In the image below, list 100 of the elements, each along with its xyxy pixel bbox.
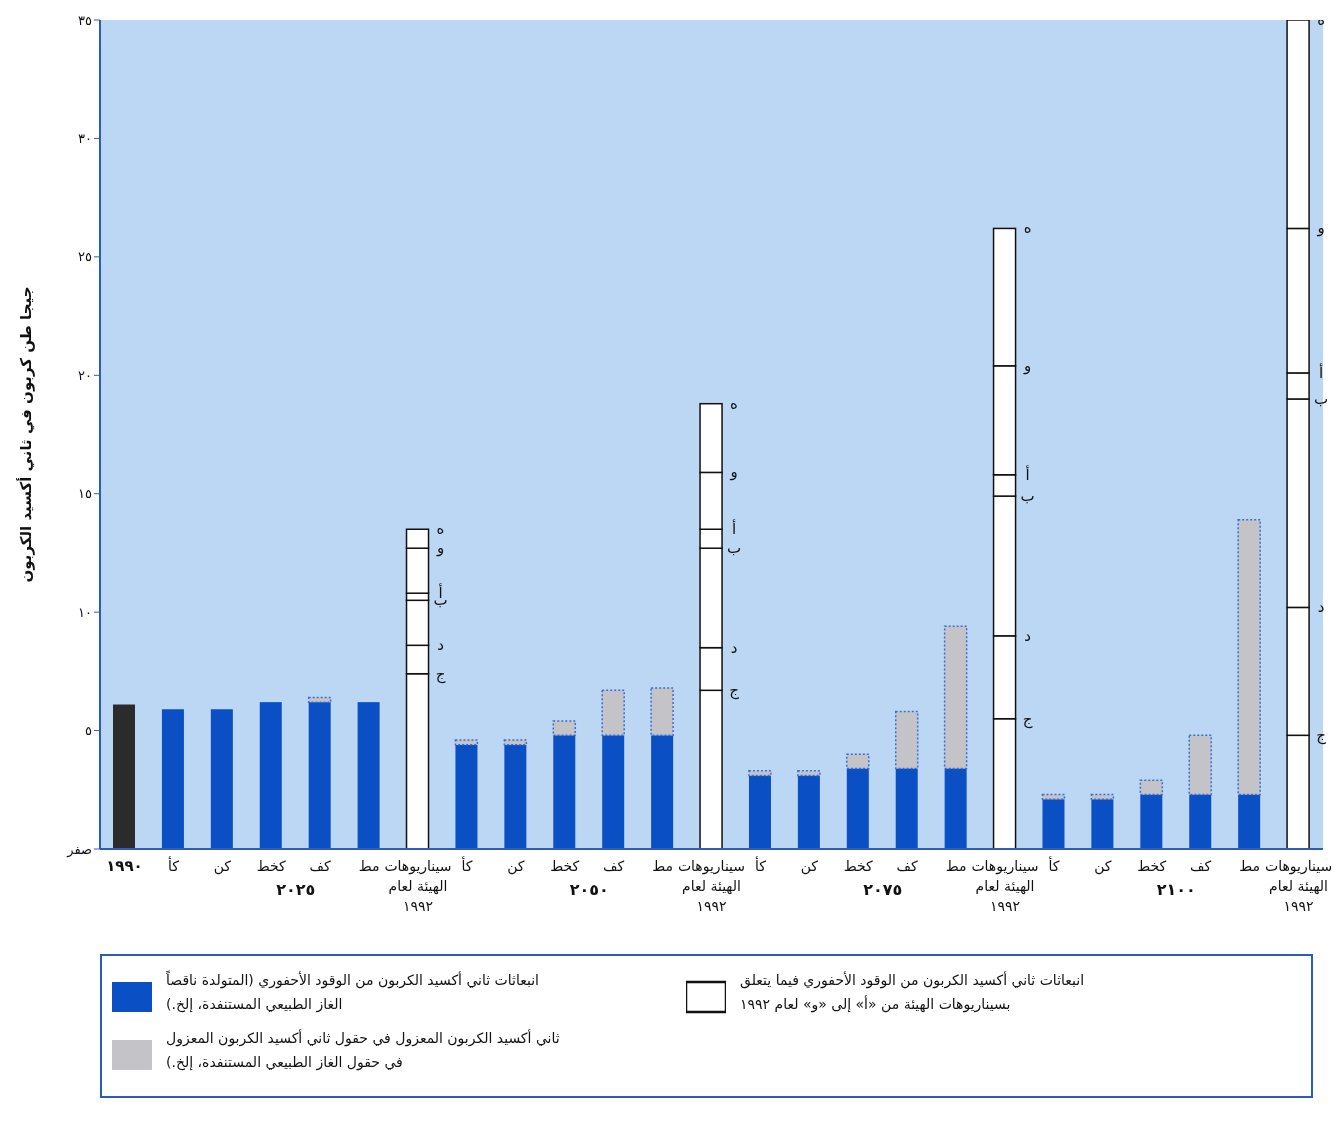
y-tick-label: ٣٥ [78, 12, 93, 28]
data-label: أ [1025, 464, 1030, 484]
y-axis-title: جيجا طن كربون في ثاني أكسيد الكربون [16, 286, 36, 583]
y-tick-label: ١٥ [78, 486, 93, 502]
x-tick-label: سيناريوهات الهيئة لعام ١٩٩٢ [384, 858, 452, 914]
bar [307, 696, 332, 703]
bar [454, 739, 479, 746]
data-label: ج [1022, 709, 1033, 729]
data-label: و [1316, 219, 1325, 238]
bar [797, 770, 821, 777]
x-tick-label: مط [1239, 858, 1261, 874]
data-label: ب [726, 539, 742, 558]
bar [895, 768, 918, 849]
data-label: ه [730, 394, 738, 413]
x-tick-label: كأ [461, 856, 473, 874]
x-tick-label: كن [213, 858, 232, 875]
bar [651, 735, 674, 849]
bar [1140, 794, 1163, 849]
x-tick-label: كأ [754, 856, 767, 874]
bar [601, 689, 625, 737]
x-tick-label: سيناريوهات الهيئة لعام ١٩٩٢ [677, 858, 746, 914]
bar [308, 702, 331, 849]
bar [210, 709, 233, 849]
data-label: و [435, 539, 445, 558]
bar [1139, 779, 1164, 796]
text: ٢٠٧٥ [863, 880, 903, 899]
bar [894, 710, 919, 770]
text: ٢٠٥٠ [569, 880, 609, 899]
bar [846, 753, 870, 770]
y-tick-label: ١٠ [78, 604, 92, 620]
bar [503, 739, 528, 746]
x-tick-label: كف [603, 858, 625, 874]
text: ٢١٠٠ [1156, 880, 1196, 899]
bar [259, 702, 282, 849]
bar [1091, 799, 1114, 849]
bar [846, 768, 869, 849]
x-tick-label: مط [358, 858, 380, 874]
x-tick-label: كخط [256, 858, 287, 874]
bar [944, 768, 967, 849]
bar [748, 775, 771, 849]
legend-label: انبعاثات ثاني أكسيد الكربون من الوقود الأحفوري فيما يتعلق بسيناريوهات الهيئة من «أ» إلى «و» لعام ١٩٩٢ [740, 970, 1086, 1015]
data-label: و [1022, 356, 1032, 375]
x-tick-label: كف [1190, 858, 1212, 874]
bar [1188, 734, 1212, 796]
x-tick-label: ١٩٩٠ [106, 857, 143, 875]
data-label: ه [1023, 219, 1032, 238]
data-label: أ [731, 519, 737, 539]
x-tick-label: كأ [1048, 856, 1060, 874]
bar [1042, 799, 1065, 849]
x-tick-label: كخط [550, 858, 580, 874]
bar [1238, 794, 1261, 849]
bar [553, 735, 576, 849]
bar [748, 770, 772, 777]
data-label: ب [1314, 389, 1329, 408]
bar [1041, 793, 1066, 801]
data-label: ه [436, 520, 445, 539]
data-label: د [437, 636, 444, 655]
data-label: أ [438, 583, 443, 603]
y-tick-label: ٢٥ [78, 249, 93, 265]
x-tick-label: كف [896, 858, 919, 874]
legend-label: ثاني أكسيد الكربون المعزول في حقول ثاني أكسيد الكربون المعزول في حقول الغاز الطبيعي المستنفدة، إلخ.) [166, 1028, 561, 1073]
x-tick-label: سيناريوهات الهيئة لعام ١٩٩٢ [971, 858, 1039, 914]
x-tick-label: مط [945, 858, 967, 874]
x-tick-label: كن [1094, 858, 1112, 875]
x-tick-label: كخط [1137, 858, 1167, 874]
data-label: ج [729, 681, 740, 701]
data-label: د [730, 638, 738, 657]
bar [504, 744, 527, 849]
data-label: و [729, 463, 738, 482]
x-tick-label: سيناريوهات الهيئة لعام ١٩٩٢ [1264, 858, 1333, 914]
x-tick-label: كن [800, 858, 819, 875]
text: ٢٠٢٥ [276, 880, 316, 899]
bar [161, 709, 184, 849]
y-tick-label: صفر [66, 841, 92, 858]
data-label: ج [435, 664, 446, 684]
bar [1237, 519, 1261, 796]
bar [357, 702, 380, 849]
bar [552, 720, 577, 737]
y-tick-label: ٣٠ [78, 131, 92, 147]
data-label: د [1317, 598, 1325, 617]
data-label: أ [1318, 362, 1324, 382]
y-tick-label: ٥ [85, 723, 93, 739]
bar [943, 625, 968, 770]
x-tick-label: كف [309, 858, 332, 874]
bar [602, 735, 625, 849]
data-label: ج [1316, 726, 1327, 746]
legend-label: انبعاثات ثاني أكسيد الكربون من الوقود الأحفوري (المتولدة ناقصاً الغاز الطبيعي المستنفدة، إلخ.) [166, 969, 540, 1015]
x-tick-label: مط [652, 858, 673, 874]
y-tick-label: ٢٠ [78, 367, 92, 383]
data-label: ب [1020, 487, 1035, 506]
bar [455, 744, 478, 849]
x-tick-label: كأ [167, 856, 180, 874]
x-tick-label: كخط [843, 858, 874, 874]
bar [1189, 794, 1212, 849]
x-tick-label: كن [507, 858, 525, 875]
bar [797, 775, 820, 849]
data-label: د [1024, 626, 1031, 645]
bar [650, 687, 674, 737]
bar [113, 704, 135, 849]
bar [1090, 793, 1115, 801]
